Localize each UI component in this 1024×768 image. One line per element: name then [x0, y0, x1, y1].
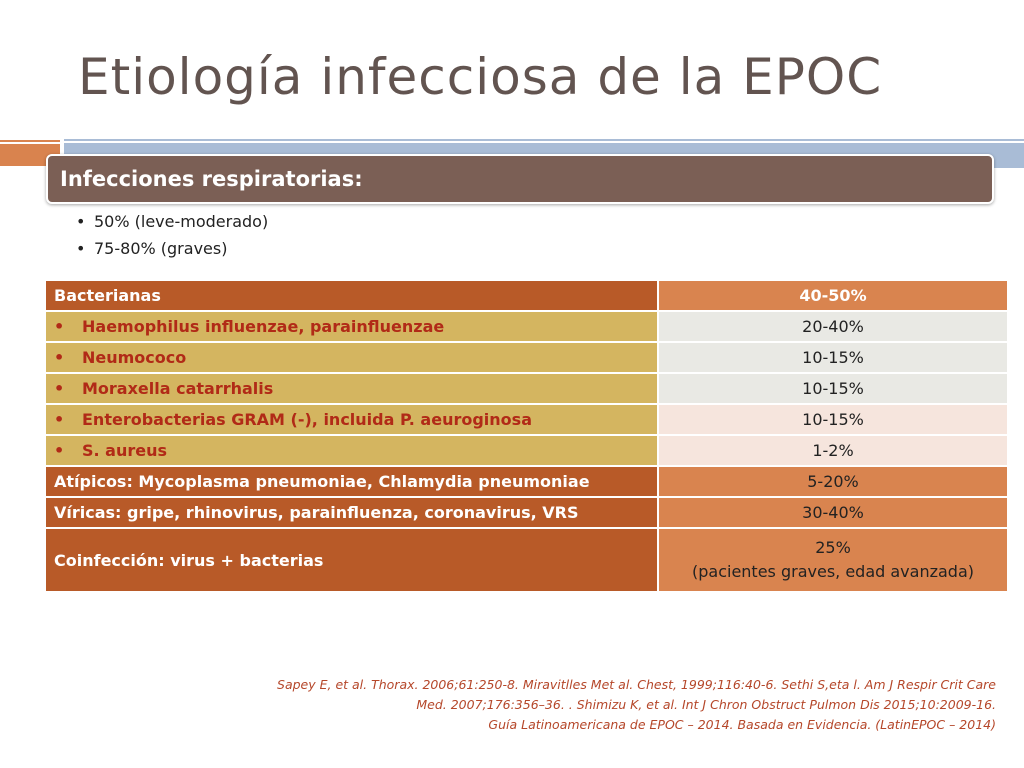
- row-label: Haemophilus influenzae, parainfluenzae: [82, 317, 445, 336]
- reference-line: Med. 2007;176:356–36. . Shimizu K, et al…: [416, 697, 996, 712]
- row-value: 10-15%: [657, 403, 1009, 436]
- reference-line: Guía Latinoamericana de EPOC – 2014. Bas…: [488, 717, 996, 732]
- row-label-cell: • Neumococo: [44, 341, 659, 374]
- bullet-glyph: •: [54, 441, 65, 460]
- row-label: Coinfección: virus + bacterias: [44, 527, 659, 593]
- row-label-cell: • Haemophilus influenzae, parainfluenzae: [44, 310, 659, 343]
- table-row: • S. aureus 1-2%: [44, 434, 1009, 467]
- decor-bar-right-line: [64, 139, 1024, 141]
- row-label: Enterobacterias GRAM (-), incluida P. ae…: [82, 410, 532, 429]
- bullet-item: 50% (leve-moderado): [76, 208, 268, 235]
- table-row: Víricas: gripe, rhinovirus, parainfluenz…: [44, 496, 1009, 529]
- references: Sapey E, et al. Thorax. 2006;61:250-8. M…: [196, 675, 996, 735]
- row-value: 5-20%: [657, 465, 1009, 498]
- row-label: Atípicos: Mycoplasma pneumoniae, Chlamyd…: [44, 465, 659, 498]
- bullet-glyph: •: [54, 379, 65, 398]
- row-label: Víricas: gripe, rhinovirus, parainfluenz…: [44, 496, 659, 529]
- table-row: Coinfección: virus + bacterias 25% (paci…: [44, 527, 1009, 593]
- row-value-note: (pacientes graves, edad avanzada): [692, 562, 974, 581]
- row-value: 10-15%: [657, 341, 1009, 374]
- row-label-cell: • Enterobacterias GRAM (-), incluida P. a…: [44, 403, 659, 436]
- decor-bar-left-line: [0, 140, 60, 142]
- row-label-cell: • Moraxella catarrhalis: [44, 372, 659, 405]
- row-label: Bacterianas: [44, 279, 659, 312]
- row-label: Moraxella catarrhalis: [82, 379, 274, 398]
- table-row: • Moraxella catarrhalis 10-15%: [44, 372, 1009, 405]
- row-value: 1-2%: [657, 434, 1009, 467]
- slide-title: Etiología infecciosa de la EPOC: [78, 48, 883, 106]
- infections-header-box: Infecciones respiratorias:: [46, 154, 994, 204]
- table-row: Atípicos: Mycoplasma pneumoniae, Chlamyd…: [44, 465, 1009, 498]
- infections-header: Infecciones respiratorias:: [60, 167, 363, 191]
- row-value: 10-15%: [657, 372, 1009, 405]
- reference-line: Sapey E, et al. Thorax. 2006;61:250-8. M…: [277, 677, 996, 692]
- etiology-table: Bacterianas 40-50% • Haemophilus influenz…: [44, 279, 1009, 593]
- bullet-glyph: •: [54, 410, 65, 429]
- row-value: 20-40%: [657, 310, 1009, 343]
- row-value: 25%: [815, 538, 851, 557]
- row-label: S. aureus: [82, 441, 168, 460]
- row-value: 30-40%: [657, 496, 1009, 529]
- row-value: 40-50%: [657, 279, 1009, 312]
- row-label: Neumococo: [82, 348, 187, 367]
- table-row: • Haemophilus influenzae, parainfluenzae …: [44, 310, 1009, 343]
- infections-bullet-list: 50% (leve-moderado) 75-80% (graves): [76, 208, 268, 262]
- row-label-cell: • S. aureus: [44, 434, 659, 467]
- table-row: Bacterianas 40-50%: [44, 279, 1009, 312]
- row-value-cell: 25% (pacientes graves, edad avanzada): [657, 527, 1009, 593]
- table-row: • Enterobacterias GRAM (-), incluida P. a…: [44, 403, 1009, 436]
- table-row: • Neumococo 10-15%: [44, 341, 1009, 374]
- bullet-item: 75-80% (graves): [76, 235, 268, 262]
- decor-bar-left: [0, 144, 60, 166]
- bullet-glyph: •: [54, 317, 65, 336]
- bullet-glyph: •: [54, 348, 65, 367]
